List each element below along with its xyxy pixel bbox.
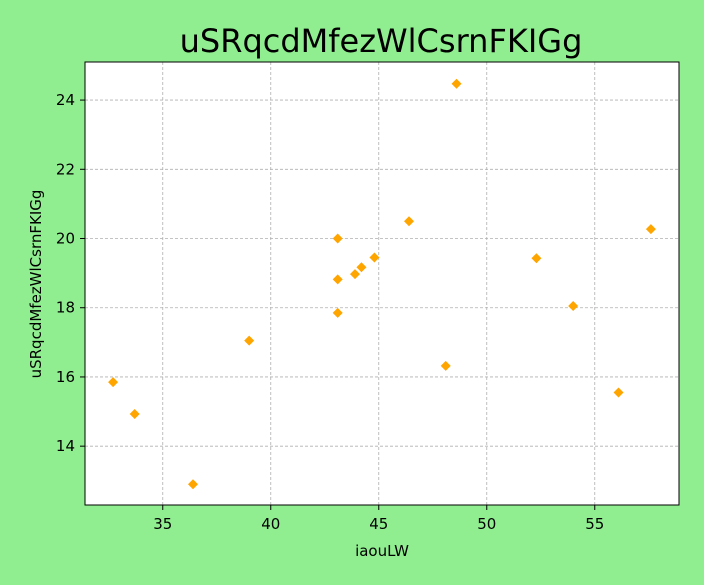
- data-points: [108, 78, 656, 490]
- data-point: [369, 252, 380, 263]
- x-tick-label: 45: [369, 515, 388, 533]
- y-tick-label: 16: [56, 368, 75, 386]
- data-point: [613, 387, 624, 398]
- x-tick-label: 40: [261, 515, 280, 533]
- y-tick-label: 14: [56, 437, 75, 455]
- plot-area: [85, 62, 679, 505]
- y-tick-label: 22: [56, 160, 75, 178]
- y-tick-label: 24: [56, 91, 75, 109]
- data-point: [568, 300, 579, 311]
- y-tick-label: 20: [56, 230, 75, 248]
- x-axis-ticks: 35 40 45 50 55: [153, 505, 604, 533]
- x-tick-label: 55: [585, 515, 604, 533]
- data-point: [404, 216, 414, 227]
- x-axis-label: iaouLW: [355, 542, 409, 560]
- data-point: [188, 479, 198, 490]
- data-point: [350, 269, 360, 280]
- data-point: [129, 408, 140, 419]
- y-tick-label: 18: [56, 299, 75, 317]
- data-point: [332, 274, 343, 285]
- plot-frame: [84, 61, 680, 506]
- data-point: [244, 335, 255, 346]
- chart-title: uSRqcdMfezWlCsrnFKIGg: [180, 22, 583, 60]
- x-tick-label: 50: [477, 515, 496, 533]
- data-point: [451, 78, 462, 89]
- data-point: [108, 377, 119, 388]
- data-point: [332, 233, 343, 244]
- y-axis-ticks: 14 16 18 20 22 24: [56, 91, 85, 455]
- data-point: [440, 360, 451, 371]
- grid-lines: [85, 62, 679, 505]
- data-point: [531, 253, 542, 264]
- data-point: [645, 224, 656, 235]
- y-axis-label: uSRqcdMfezWlCsrnFKIGg: [27, 190, 45, 379]
- data-point: [356, 262, 367, 273]
- x-tick-label: 35: [153, 515, 172, 533]
- data-point: [332, 307, 343, 318]
